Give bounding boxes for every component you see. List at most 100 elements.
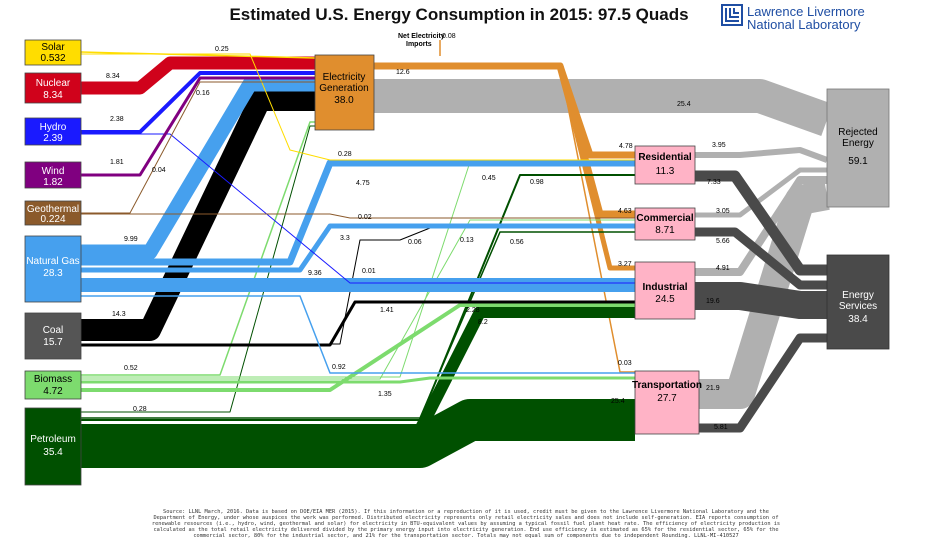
flow-label: 21.9 <box>706 385 720 392</box>
transportation-label: Transportation <box>632 380 702 391</box>
flow-label: 1.81 <box>110 159 124 166</box>
services-value: 38.4 <box>848 314 868 325</box>
solar-label: Solar <box>41 42 65 53</box>
flow-gas-res <box>81 159 635 266</box>
industrial-label: Industrial <box>642 282 687 293</box>
electricity-node <box>314 54 375 131</box>
source-natural-gas: Natural Gas 28.3 <box>24 235 82 303</box>
source-petroleum: Petroleum 35.4 <box>24 407 82 486</box>
coal-value: 15.7 <box>43 337 63 348</box>
flow-label: 9.99 <box>124 236 138 243</box>
flow-label-layer: 0.25 8.34 0.16 2.38 1.81 0.04 9.99 14.3 0.52 0.28… <box>106 33 730 431</box>
flow-petroleum-res <box>81 174 635 421</box>
brand-line-2: National Laboratory <box>747 17 861 32</box>
hydro-label: Hydro <box>40 122 67 133</box>
flow-label: 3.05 <box>716 208 730 215</box>
flow-wind-elec <box>81 76 315 177</box>
sector-commercial: Commercial 8.71 <box>634 207 696 241</box>
solar-node <box>24 39 82 66</box>
flow-label: 0.03 <box>618 360 632 367</box>
hydro-node <box>24 117 82 146</box>
flow-label: 0.02 <box>358 214 372 221</box>
flow-label: 0.28 <box>133 406 147 413</box>
residential-value: 11.3 <box>656 166 675 177</box>
rejected-energy: Rejected Energy 59.1 <box>826 88 890 208</box>
flow-label: 4.63 <box>618 208 632 215</box>
flow-layer <box>80 40 833 468</box>
flow-elec-rejected <box>374 79 833 137</box>
flow-label: 0.98 <box>530 179 544 186</box>
sector-transportation: Transportation 27.7 <box>632 370 702 435</box>
flow-biomass-elec <box>81 121 315 376</box>
flow-label: 5.81 <box>714 424 728 431</box>
flow-label: 25.4 <box>611 398 625 405</box>
transportation-node <box>634 370 700 435</box>
solar-value: 0.532 <box>40 53 65 64</box>
source-note: Source: LLNL March, 2016. Data is based … <box>152 509 780 539</box>
flow-res-rejected <box>695 147 829 163</box>
flow-gas-trans <box>81 295 635 374</box>
flow-solar-res <box>81 53 635 161</box>
commercial-label: Commercial <box>636 213 693 224</box>
electricity-value: 38.0 <box>334 95 354 106</box>
nuclear-label: Nuclear <box>36 78 71 89</box>
geothermal-value: 0.224 <box>40 214 65 225</box>
brand-line-1: Lawrence Livermore <box>747 4 865 19</box>
coal-label: Coal <box>43 325 64 336</box>
flow-label: 2.38 <box>110 116 124 123</box>
electricity-generation: Electricity Generation 38.0 <box>314 54 375 131</box>
natural-gas-node <box>24 235 82 303</box>
rejected-energy-node <box>826 88 890 208</box>
flow-geo-res <box>81 213 635 219</box>
electricity-label-1: Electricity <box>323 72 366 83</box>
flow-label: 0.06 <box>408 239 422 246</box>
flow-label: 0.28 <box>338 151 352 158</box>
natural-gas-value: 28.3 <box>43 268 63 279</box>
flow-label: 0.16 <box>196 90 210 97</box>
biomass-node <box>24 370 82 400</box>
flow-label: 9.36 <box>308 270 322 277</box>
flow-elec-trans <box>374 65 635 373</box>
petroleum-label: Petroleum <box>30 434 76 445</box>
flow-gas-elec <box>81 76 315 260</box>
flow-solar-elec <box>80 51 316 59</box>
commercial-value: 8.71 <box>655 225 675 236</box>
flow-label: 1.35 <box>378 391 392 398</box>
flow-com-rejected <box>695 167 827 218</box>
biomass-label: Biomass <box>34 374 72 385</box>
coal-node <box>24 312 82 360</box>
flow-biomass-com <box>81 219 635 380</box>
source-note-line-1: Source: LLNL March, 2016. Data is based … <box>163 509 769 515</box>
flow-label: 19.6 <box>706 298 720 305</box>
residential-label: Residential <box>638 152 692 163</box>
sector-residential: Residential 11.3 <box>634 145 696 185</box>
wind-value: 1.82 <box>43 177 63 188</box>
rejected-label-1: Rejected <box>838 127 877 138</box>
llnl-logo-icon <box>721 4 743 26</box>
petroleum-value: 35.4 <box>43 447 63 458</box>
net-imports-label-2: Imports <box>406 41 432 48</box>
sector-industrial: Industrial 24.5 <box>634 261 696 320</box>
flow-label: 0.13 <box>460 237 474 244</box>
flow-label: 14.3 <box>112 311 126 318</box>
flow-gas-com <box>81 223 635 273</box>
flow-label: 5.66 <box>716 238 730 245</box>
industrial-node <box>634 261 696 320</box>
flow-res-services <box>695 170 827 276</box>
flow-label: 8.2 <box>478 319 488 326</box>
hydro-value: 2.39 <box>43 133 63 144</box>
services-label-1: Energy <box>842 290 874 301</box>
nuclear-node <box>24 72 82 104</box>
flow-label: 12.6 <box>396 69 410 76</box>
biomass-value: 4.72 <box>43 386 63 397</box>
natural-gas-label: Natural Gas <box>26 256 79 267</box>
source-wind: Wind 1.82 <box>24 161 82 189</box>
source-geothermal: Geothermal 0.224 <box>24 200 82 226</box>
nuclear-value: 8.34 <box>43 90 63 101</box>
flow-com-services <box>695 227 827 290</box>
flow-petroleum-com <box>81 231 635 419</box>
source-coal: Coal 15.7 <box>24 312 82 360</box>
source-solar: Solar 0.532 <box>24 39 82 66</box>
geothermal-node <box>24 200 82 226</box>
